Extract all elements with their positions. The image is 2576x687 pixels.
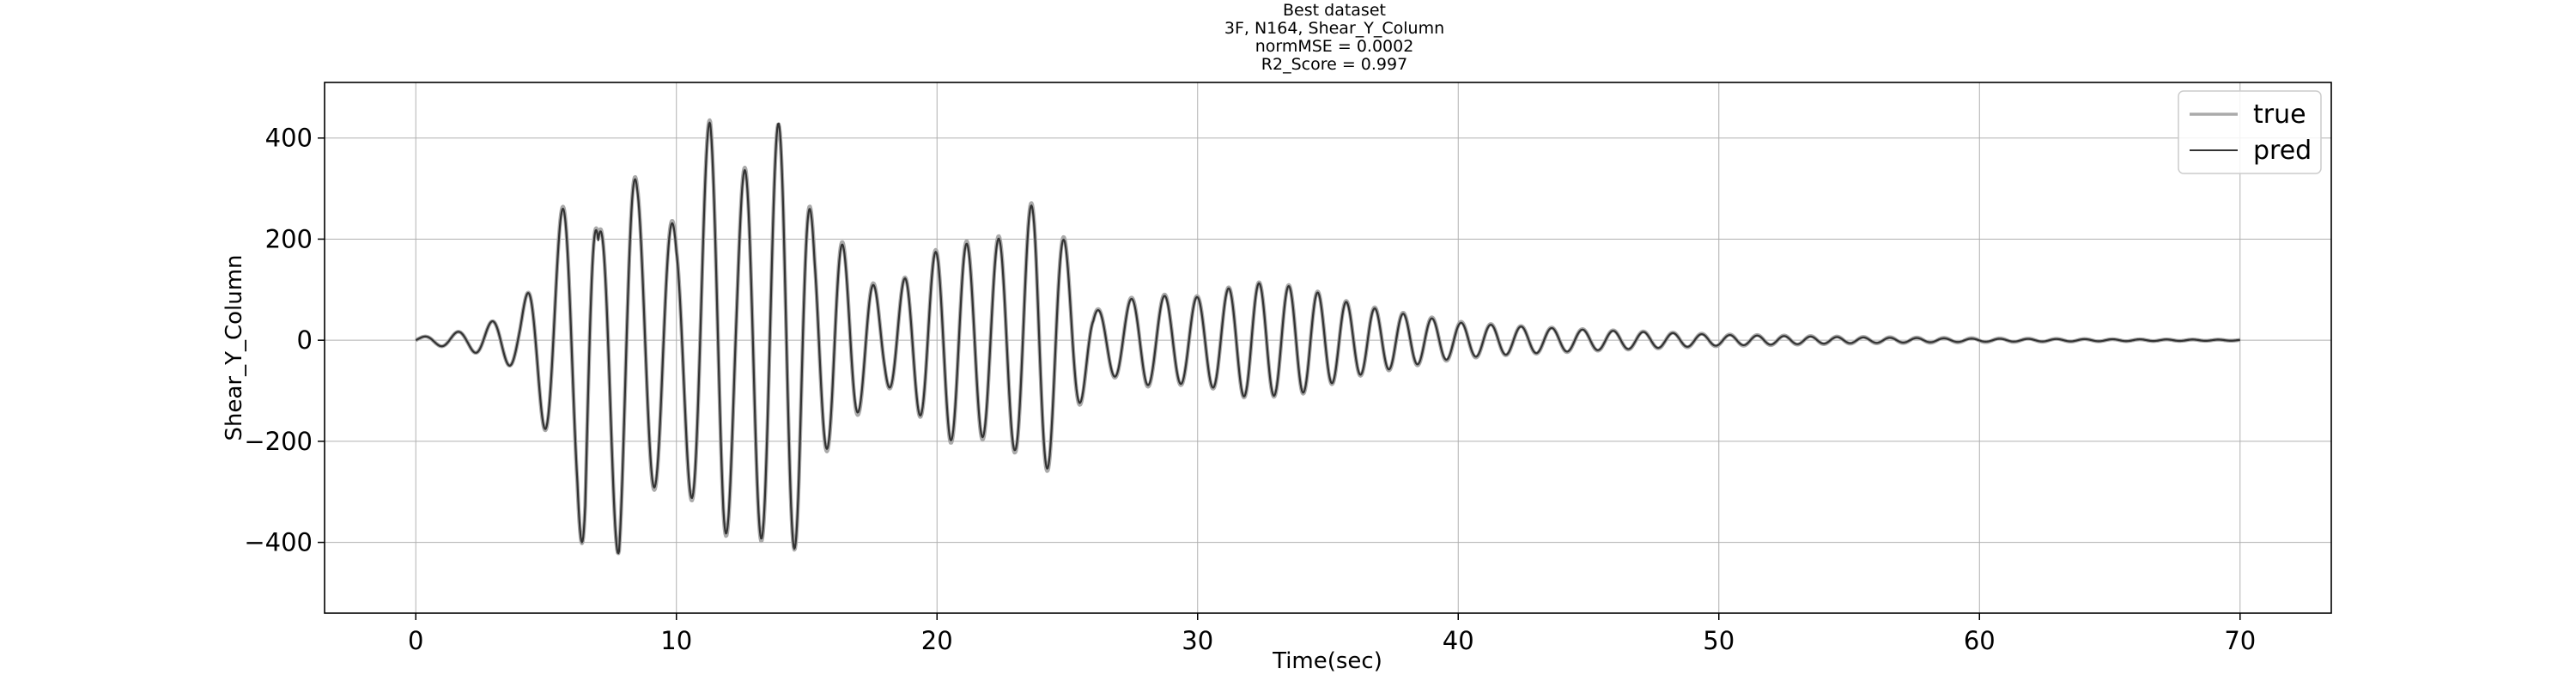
x-tick-label: 40 (1443, 626, 1474, 655)
y-tick-label: 200 (265, 224, 313, 253)
x-tick-label: 60 (1964, 626, 1996, 655)
series-pred-line (415, 121, 2241, 555)
axis-ticks: 0 10 20 30 40 50 60 70 −400 −200 0 200 400 (244, 124, 2256, 655)
legend-label-pred: pred (2253, 136, 2312, 166)
series-layer (414, 118, 2242, 556)
y-tick-label: −400 (244, 528, 313, 557)
y-axis-label: Shear_Y_Column (222, 254, 247, 441)
title-line-1: Best dataset (1283, 1, 1386, 20)
legend-label-true: true (2253, 100, 2306, 130)
x-tick-label: 30 (1182, 626, 1213, 655)
plot-frame (324, 82, 2332, 614)
y-tick-label: 400 (265, 124, 313, 153)
title-line-4: R2_Score = 0.997 (1261, 55, 1408, 74)
legend-box (2178, 90, 2322, 174)
title-line-3: normMSE = 0.0002 (1255, 37, 1414, 56)
x-tick-label: 20 (921, 626, 953, 655)
chart-title: Best dataset 3F, N164, Shear_Y_Column no… (991, 2, 1678, 74)
y-tick-label: 0 (297, 325, 313, 355)
title-line-2: 3F, N164, Shear_Y_Column (1224, 19, 1445, 38)
y-tick-label: −200 (244, 427, 313, 456)
x-axis-label: Time(sec) (1272, 648, 1382, 674)
x-tick-label: 50 (1703, 626, 1735, 655)
legend: true pred (2178, 90, 2322, 174)
x-tick-label: 0 (408, 626, 423, 655)
x-tick-label: 70 (2224, 626, 2256, 655)
x-tick-label: 10 (660, 626, 692, 655)
